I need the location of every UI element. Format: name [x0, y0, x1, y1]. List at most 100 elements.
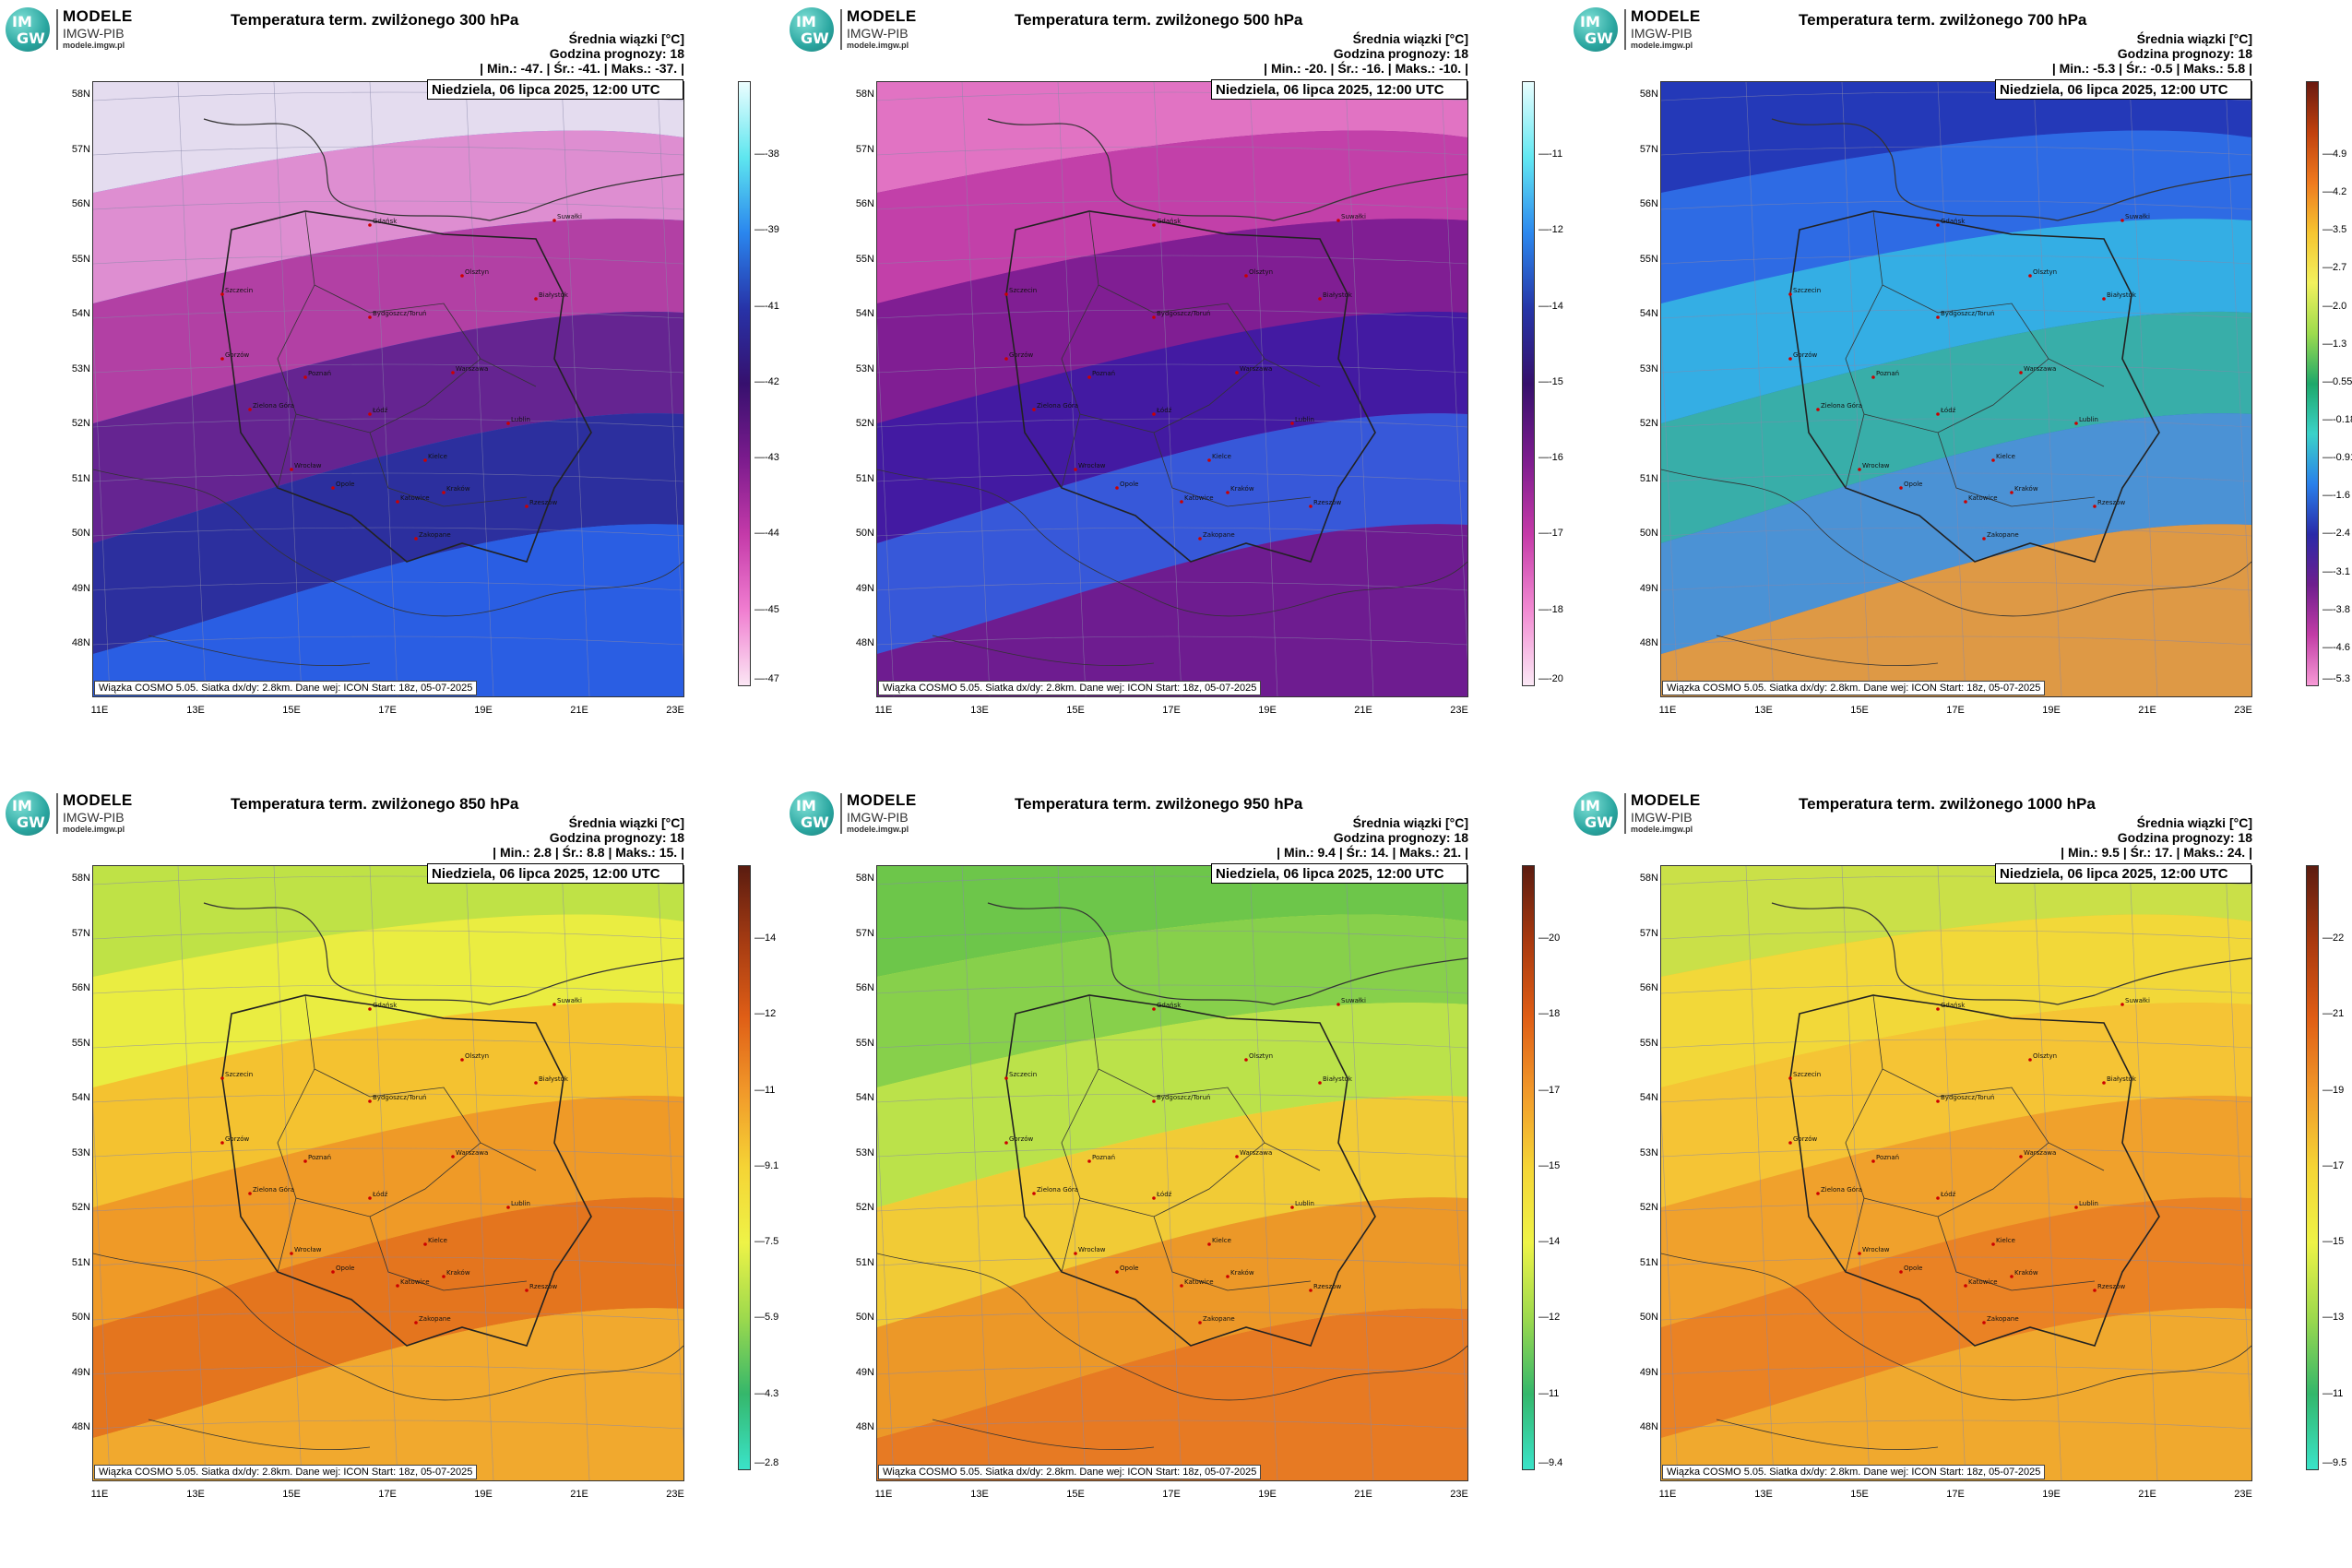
city-label: Warszawa — [2024, 365, 2056, 373]
longitude-line — [1745, 82, 1775, 696]
colorbar-tick-label: —-0.911 — [2322, 452, 2352, 464]
city-marker — [1982, 537, 1986, 540]
model-info-footer: Wiązka COSMO 5.05. Siatka dx/dy: 2.8km. … — [1662, 1465, 2046, 1479]
longitude-line — [1153, 866, 1182, 1480]
city-label: Katowice — [1184, 1278, 1214, 1286]
latitude-line — [1661, 1039, 2251, 1049]
city-marker — [331, 1270, 335, 1274]
latitude-label: 51N — [71, 1256, 90, 1268]
longitude-label: 13E — [1754, 1489, 1773, 1500]
logo-badge-top: IM — [12, 13, 32, 30]
longitude-label: 11E — [90, 705, 109, 716]
panel-title: Temperatura term. zwilżonego 300 hPa — [231, 11, 519, 29]
city-marker — [534, 1081, 538, 1085]
logo-badge-top: IM — [1580, 797, 1600, 814]
city-marker — [248, 1192, 252, 1195]
latitude-label: 58N — [1639, 873, 1658, 884]
latitude-label: 50N — [71, 1312, 90, 1323]
latitude-line — [877, 1093, 1467, 1103]
city-label: Zielona Góra — [1821, 402, 1862, 410]
colorbar-tick-label: —15 — [1538, 1159, 1561, 1171]
city-marker — [1936, 412, 1940, 416]
longitude-line — [1153, 82, 1182, 696]
city-marker — [1004, 357, 1008, 361]
city-marker — [1152, 1196, 1156, 1200]
latitude-label: 56N — [1639, 982, 1658, 993]
model-info-footer: Wiązka COSMO 5.05. Siatka dx/dy: 2.8km. … — [94, 681, 478, 695]
city-marker — [1235, 1155, 1239, 1158]
longitude-line — [657, 82, 683, 662]
city-marker — [1871, 375, 1875, 379]
model-info-footer: Wiązka COSMO 5.05. Siatka dx/dy: 2.8km. … — [878, 681, 1262, 695]
colorbar-tick-label: —-44 — [754, 528, 779, 540]
city-marker — [368, 315, 372, 319]
city-marker — [552, 1003, 556, 1006]
city-marker — [1309, 1289, 1313, 1292]
latitude-label: 51N — [71, 472, 90, 484]
city-marker — [220, 357, 224, 361]
longitude-label: 15E — [282, 1489, 301, 1500]
longitude-label: 15E — [1850, 705, 1869, 716]
colorbar-tick-label: —-17 — [1538, 528, 1563, 540]
field-band — [877, 524, 1467, 696]
latitude-label: 50N — [71, 528, 90, 539]
stats-header: Średnia wiązki [°C] — [568, 31, 684, 46]
longitude-line — [2129, 82, 2158, 696]
logo-org: IMGW-PIB — [63, 26, 125, 41]
colorbar-tick-label: —-0.180 — [2322, 414, 2352, 425]
city-label: Gorzów — [1009, 351, 1034, 359]
city-label: Lublin — [1295, 416, 1314, 423]
longitude-line — [961, 866, 991, 1480]
latitude-line — [93, 309, 683, 319]
city-label: Łódź — [1156, 1191, 1172, 1198]
latitude-line — [1661, 1365, 2251, 1375]
city-marker — [2074, 422, 2078, 425]
logo-badge-bottom: GW — [1585, 814, 1613, 831]
city-marker — [331, 486, 335, 490]
city-label: Wrocław — [1862, 1246, 1890, 1253]
latitude-label: 54N — [855, 308, 874, 319]
longitude-label: 15E — [282, 705, 301, 716]
city-marker — [220, 292, 224, 296]
city-label: Zakopane — [1203, 531, 1235, 539]
longitude-label: 23E — [2234, 705, 2252, 716]
stats-values: | Min.: -47. | Śr.: -41. | Maks.: -37. | — [480, 61, 684, 76]
field-band — [1661, 524, 2251, 696]
field-band — [1661, 866, 2251, 977]
city-marker — [2074, 1206, 2078, 1209]
colorbar-tick-label: —21 — [2322, 1008, 2345, 1020]
longitude-label: 21E — [2138, 705, 2156, 716]
map-svg: Gdańsk Szczecin Olsztyn Białystok Bydgoszcz/… — [93, 866, 683, 1480]
latitude-label: 55N — [855, 1037, 874, 1049]
logo-badge-icon: IM GW — [790, 791, 834, 836]
logo-badge-bottom: GW — [1585, 30, 1613, 47]
logo-site: modele.imgw.pl — [847, 41, 909, 50]
city-label: Rzeszów — [529, 499, 557, 506]
city-marker — [1032, 1192, 1036, 1195]
city-label: Bydgoszcz/Toruń — [373, 1094, 426, 1101]
latitude-line — [1661, 200, 2251, 210]
city-marker — [1180, 500, 1183, 504]
latitude-line — [877, 309, 1467, 319]
latitude-label: 53N — [1639, 362, 1658, 374]
longitude-label: 17E — [1162, 705, 1181, 716]
coastline — [987, 118, 1467, 221]
city-label: Białystok — [2107, 1075, 2137, 1083]
latitude-line — [877, 1256, 1467, 1266]
city-marker — [2093, 1289, 2097, 1292]
latitude-label: 48N — [855, 637, 874, 648]
city-marker — [2028, 1058, 2032, 1062]
city-label: Suwałki — [1341, 997, 1366, 1004]
city-label: Rzeszów — [2097, 499, 2125, 506]
latitude-label: 55N — [71, 1037, 90, 1049]
latitude-label: 57N — [71, 927, 90, 939]
latitude-line — [93, 527, 683, 537]
longitude-label: 11E — [874, 705, 893, 716]
latitude-line — [1661, 1202, 2251, 1212]
latitude-label: 49N — [855, 1366, 874, 1378]
latitude-label: 57N — [855, 927, 874, 939]
latitude-line — [877, 581, 1467, 591]
colorbar — [2306, 865, 2319, 1470]
logo-badge-top: IM — [1580, 13, 1600, 30]
city-marker — [1309, 505, 1313, 508]
